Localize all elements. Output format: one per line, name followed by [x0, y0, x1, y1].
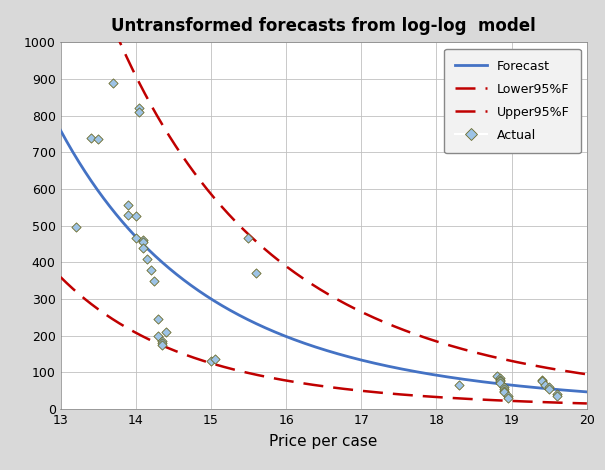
Point: [134, 104, 144, 112]
Point: [139, 238, 148, 246]
Point: [139, 236, 148, 244]
Point: [108, 79, 118, 86]
Point: [206, 358, 216, 365]
Point: [492, 372, 502, 380]
Point: [131, 234, 140, 242]
Point: [499, 383, 509, 391]
Point: [495, 374, 505, 382]
Point: [157, 339, 167, 347]
Point: [499, 385, 509, 392]
Point: [499, 387, 509, 394]
Point: [537, 376, 546, 384]
Point: [154, 315, 163, 323]
Point: [544, 385, 554, 392]
Point: [131, 212, 140, 220]
Title: Untransformed forecasts from log-log  model: Untransformed forecasts from log-log mod…: [111, 17, 536, 35]
Point: [123, 211, 133, 219]
Point: [157, 337, 167, 345]
Point: [146, 266, 155, 274]
Point: [552, 392, 561, 400]
Point: [154, 332, 163, 339]
Point: [134, 108, 144, 116]
Point: [210, 356, 220, 363]
Point: [495, 378, 505, 385]
Point: [495, 376, 505, 384]
Point: [503, 394, 512, 402]
Point: [537, 378, 546, 385]
Point: [142, 255, 152, 262]
Point: [544, 383, 554, 391]
Point: [93, 136, 103, 143]
Point: [244, 235, 253, 242]
Point: [499, 389, 509, 396]
Point: [123, 202, 133, 209]
Point: [495, 379, 505, 387]
Point: [454, 381, 464, 389]
Point: [161, 328, 171, 336]
Point: [86, 134, 96, 141]
Point: [552, 391, 561, 398]
Point: [139, 244, 148, 251]
X-axis label: Price per case: Price per case: [269, 434, 378, 449]
Point: [157, 341, 167, 349]
Point: [71, 224, 80, 231]
Point: [149, 277, 159, 284]
Point: [541, 381, 551, 389]
Point: [251, 269, 261, 277]
Legend: Forecast, Lower95%F, Upper95%F, Actual: Forecast, Lower95%F, Upper95%F, Actual: [444, 48, 581, 153]
Point: [503, 392, 512, 400]
